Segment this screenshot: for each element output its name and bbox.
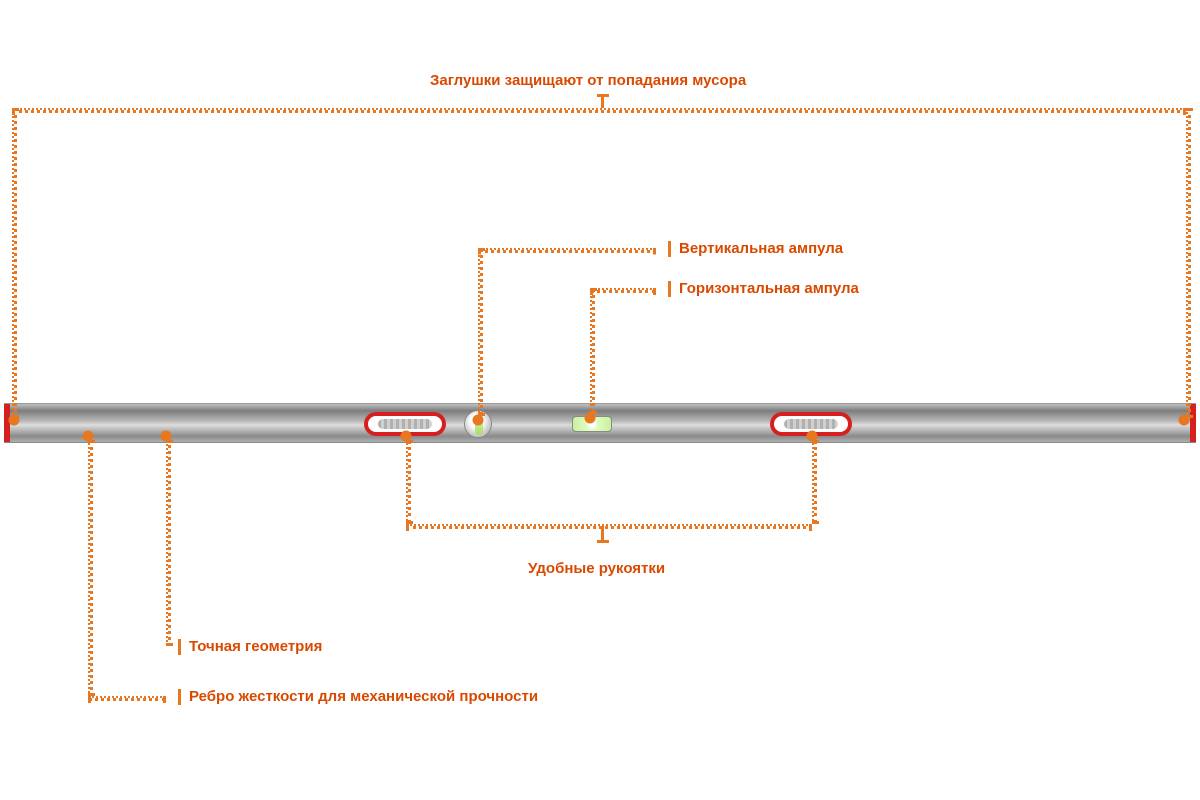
line-rib-v <box>88 440 93 696</box>
line-handles-vl <box>406 440 411 524</box>
dot-rib <box>83 431 94 442</box>
line-handles-h <box>406 524 812 529</box>
line-vv-h <box>478 248 656 253</box>
dot-geometry <box>161 431 172 442</box>
dot-endcap-left <box>9 415 20 426</box>
line-handles-vr <box>812 440 817 524</box>
label-vertical-vial-text: Вертикальная ампула <box>679 240 843 257</box>
label-horizontal-vial: Горизонтальная ампула <box>668 280 859 297</box>
label-rib-text: Ребро жесткости для механической прочнос… <box>189 688 538 705</box>
line-hv-h <box>590 288 656 293</box>
line-hv-v <box>590 288 595 414</box>
label-geometry: Точная геометрия <box>178 638 322 655</box>
line-top-vr <box>1186 108 1191 418</box>
line-rib-h <box>88 696 166 701</box>
label-rib: Ребро жесткости для механической прочнос… <box>178 688 538 705</box>
dot-endcap-right <box>1179 415 1190 426</box>
label-vertical-vial: Вертикальная ампула <box>668 240 843 257</box>
line-vv-v <box>478 248 483 416</box>
level-tool <box>4 403 1196 443</box>
line-top-h <box>12 108 1186 113</box>
dot-vertical-vial <box>473 415 484 426</box>
label-end-caps: Заглушки защищают от попадания мусора <box>430 72 746 89</box>
label-horizontal-vial-text: Горизонтальная ампула <box>679 280 859 297</box>
tick-handles-v <box>601 526 604 540</box>
dot-handle-left <box>401 431 412 442</box>
line-geom-v <box>166 440 171 646</box>
tick-top-v <box>601 94 604 108</box>
label-handles: Удобные рукоятки <box>528 560 665 577</box>
dot-handle-right <box>807 431 818 442</box>
line-top-vl <box>12 108 17 418</box>
dot-horizontal-vial <box>585 413 596 424</box>
tick-handles-h <box>597 540 609 543</box>
label-geometry-text: Точная геометрия <box>189 638 322 655</box>
